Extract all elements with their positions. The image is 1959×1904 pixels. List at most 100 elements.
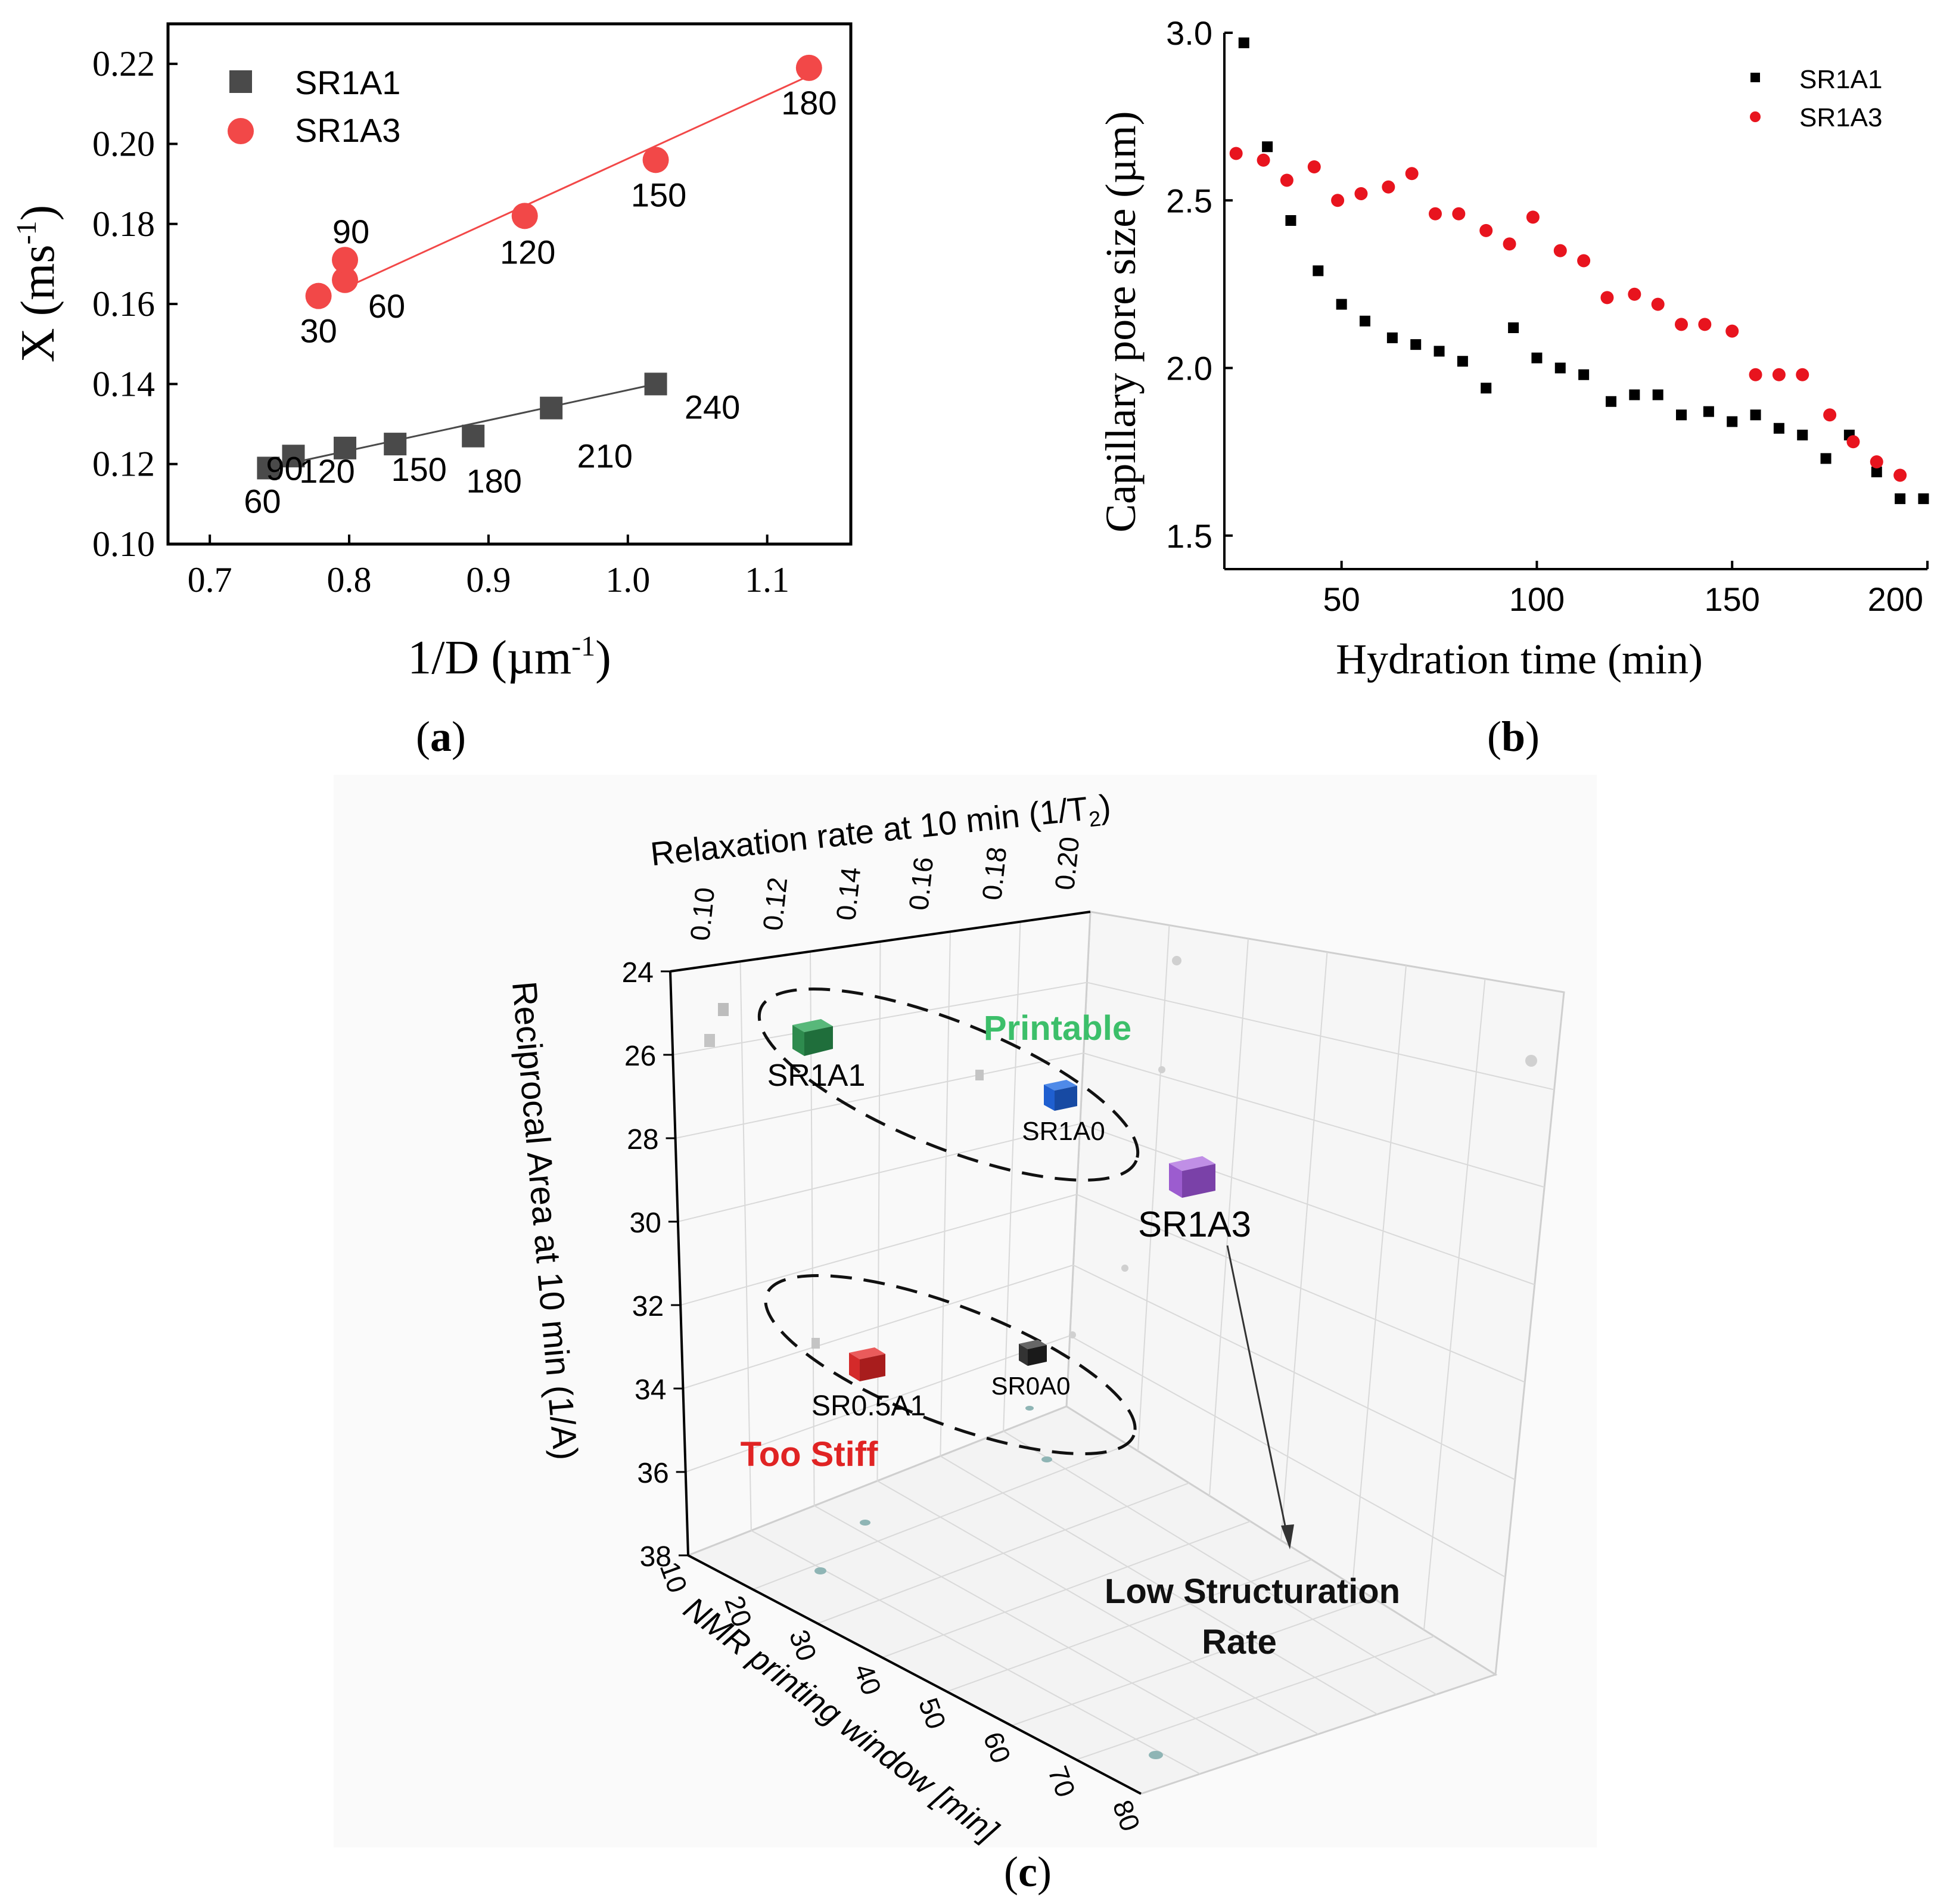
cube-sr1a1 [792,1019,833,1056]
legend-marker-b-sr1a3 [1750,111,1761,122]
b-point-sr1a3 [1749,368,1762,381]
b-x-tick-label: 200 [1868,580,1923,618]
b-point-sr1a3 [1725,324,1739,338]
panel-a-y-axis-title: X (ms-1) [11,205,64,362]
a-y-tick-label: 0.22 [92,44,155,83]
point-sr1a3 [332,247,359,274]
b-point-sr1a3 [1526,210,1540,224]
fit-line-sr1a3 [344,74,810,289]
a-y-tick-label: 0.20 [92,124,155,163]
printable-region-ellipse [757,987,1140,1182]
b-point-sr1a3 [1257,153,1270,167]
b-point-sr1a3 [1503,237,1516,251]
relaxation-axis [670,911,1091,973]
panel-c-chart: 0.10 0.12 0.14 0.16 0.18 0.20 24 26 28 30 32 34 36 38… [334,775,1597,1896]
grid-line [685,1335,1071,1473]
panel-b-y-axis-title: Capillary pore size (µm) [1097,111,1145,532]
cube-sr1a3 [1169,1156,1215,1198]
panel-b-label: (b) [1487,713,1540,760]
reciprocal-area-tick-label: 36 [637,1458,668,1489]
cube-sr0a0 [1019,1340,1047,1366]
b-point-sr1a1 [1285,215,1296,226]
grid-line [1280,952,1328,1541]
annotation-arrow [1226,1245,1288,1535]
point-sr1a1 [282,445,305,468]
grid-line [1423,979,1486,1630]
grid-line [877,1480,1319,1735]
point-label-sr0-5a1: SR0.5A1 [811,1390,926,1422]
grid-line [683,1264,1074,1389]
reciprocal-area-axis [669,971,689,1556]
point-label-sr0a0: SR0A0 [991,1372,1070,1400]
legend-marker-sr1a1 [229,70,252,93]
b-point-sr1a3 [1846,435,1860,449]
point-label-sr1a1: 90 [266,449,303,487]
relaxation-tick-label: 0.10 [684,886,720,942]
b-point-sr1a3 [1229,147,1243,160]
b-point-sr1a1 [1703,406,1714,417]
grid-line [1352,965,1407,1586]
grid-line [876,941,881,1481]
grid-line [739,961,752,1531]
b-point-sr1a1 [1727,416,1738,427]
grid-line [940,1455,1378,1715]
legend-label-b-sr1a1: SR1A1 [1799,65,1882,94]
point-sr1a3 [795,54,822,81]
reciprocal-area-tick-label: 38 [640,1541,671,1573]
panel-b-chart: 50 100 150 200 1.5 2.0 2.5 3.0 SR1A1 SR1A3 Hydr… [1097,14,1929,760]
b-point-sr1a3 [1331,194,1345,207]
projection-shadows [704,956,1537,1759]
b-point-sr1a3 [1628,287,1641,301]
grid-line [673,981,1087,1055]
reciprocal-area-tick-label: 24 [622,957,654,989]
b-point-sr1a1 [1457,356,1468,367]
point-sr1a1 [644,372,667,396]
point-sr1a3 [642,147,669,173]
b-point-sr1a3 [1675,318,1688,331]
grid-line [1080,1123,1535,1285]
b-point-sr1a1 [1820,453,1831,464]
panel-a-x-axis-title: 1/D (µm-1) [408,630,611,684]
grid-line [1003,921,1021,1431]
a-y-tick-label: 0.12 [92,445,155,484]
b-point-sr1a1 [1676,409,1687,421]
grid-line [1083,1052,1545,1188]
grid-line [675,1052,1084,1139]
b-point-sr1a1 [1410,339,1422,350]
b-point-sr1a1 [1652,389,1663,400]
point-sr1a3 [305,282,332,309]
point-label-sr1a1: 120 [299,452,355,490]
reciprocal-area-tick-label: 30 [629,1207,661,1239]
cube-sr1a0 [1044,1080,1077,1111]
b-point-sr1a1 [1578,369,1590,380]
b-y-tick-label: 1.5 [1166,517,1212,555]
point-label-sr1a1: 240 [685,388,740,425]
point-label-sr1a3: 120 [500,233,555,271]
annotation-arrowhead [1281,1524,1294,1549]
b-point-sr1a3 [1405,167,1419,181]
point-sr1a3 [511,203,538,229]
a-x-tick-label: 1.1 [745,560,789,600]
annotation-low-rate-line1: Low Structuration [1105,1572,1400,1611]
a-y-tick-label: 0.18 [92,204,155,244]
printing-window-axis [688,1554,1142,1795]
too-stiff-region-ellipse [764,1274,1137,1456]
b-point-sr1a1 [1797,430,1808,440]
point-label-sr1a1: SR1A1 [767,1058,866,1093]
grid-line [1069,1335,1506,1578]
b-point-sr1a3 [1479,223,1493,237]
grid-line [814,1505,1260,1755]
a-y-tick-label: 0.14 [92,364,155,403]
reciprocal-area-tick-label: 26 [624,1040,656,1072]
b-point-sr1a1 [1262,141,1273,153]
point-label-sr1a3: 150 [631,176,686,213]
point-sr1a1 [384,433,407,456]
point-sr1a1 [257,456,280,480]
point-label-sr1a1: 60 [244,482,281,520]
grid-line [1087,981,1554,1091]
b-point-sr1a1 [1895,493,1906,504]
grid-line [1072,1264,1516,1480]
a-y-tick-label: 0.16 [92,284,155,324]
panel-b-x-axis-title: Hydration time (min) [1336,635,1703,683]
point-label-sr1a1: 210 [577,437,632,475]
